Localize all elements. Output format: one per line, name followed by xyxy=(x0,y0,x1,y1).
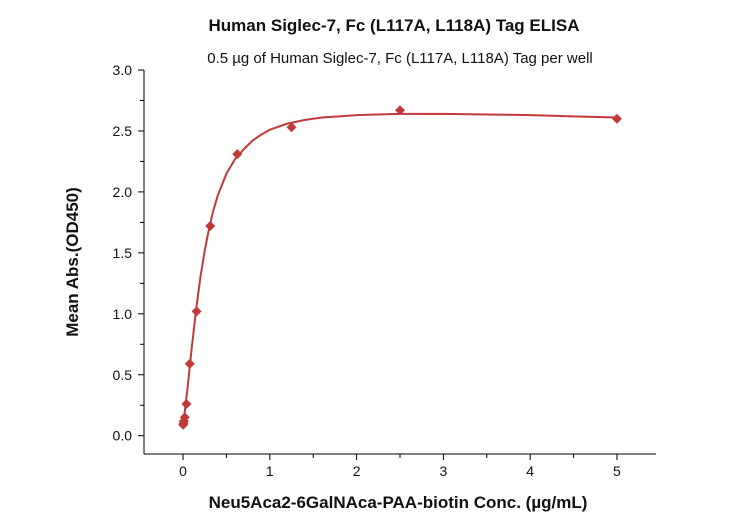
x-tick-label: 1 xyxy=(266,463,274,479)
data-points xyxy=(178,105,622,430)
x-tick-label: 0 xyxy=(179,463,187,479)
x-tick-label: 3 xyxy=(439,463,447,479)
y-tick-label: 1.0 xyxy=(113,306,133,322)
data-point xyxy=(181,399,192,410)
data-point xyxy=(179,412,190,423)
y-ticks: 0.0 0.5 1.0 1.5 2.0 2.5 3.0 xyxy=(113,62,144,444)
y-tick-label: 2.0 xyxy=(113,184,133,200)
y-tick-label: 1.5 xyxy=(113,245,133,261)
data-point xyxy=(611,113,622,124)
x-tick-label: 5 xyxy=(613,463,621,479)
data-point xyxy=(191,306,202,317)
x-ticks: 0 1 2 3 4 5 xyxy=(179,454,621,479)
y-axis-label: Mean Abs.(OD450) xyxy=(63,187,82,337)
chart-title: Human Siglec-7, Fc (L117A, L118A) Tag EL… xyxy=(209,16,580,35)
data-point xyxy=(286,122,297,133)
data-point xyxy=(205,221,216,232)
fit-curve xyxy=(182,112,617,427)
y-tick-label: 3.0 xyxy=(113,62,133,78)
data-point xyxy=(232,149,243,160)
y-tick-label: 2.5 xyxy=(113,123,133,139)
y-tick-label: 0.0 xyxy=(113,428,133,444)
x-axis-label: Neu5Aca2-6GalNAca-PAA-biotin Conc. (µg/m… xyxy=(209,493,588,512)
data-point xyxy=(395,105,405,116)
x-tick-label: 4 xyxy=(526,463,534,479)
y-tick-label: 0.5 xyxy=(113,367,133,383)
data-point xyxy=(184,358,195,369)
axes xyxy=(143,70,656,455)
chart-subtitle: 0.5 µg of Human Siglec-7, Fc (L117A, L11… xyxy=(207,50,593,67)
x-tick-label: 2 xyxy=(353,463,361,479)
